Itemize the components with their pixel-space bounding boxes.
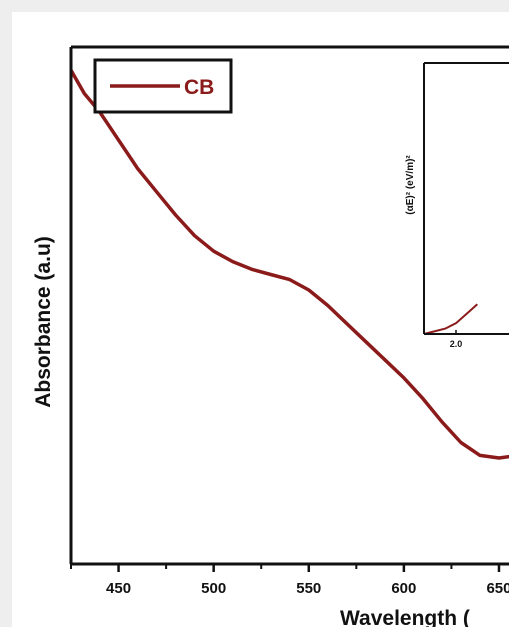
x-tick-label: 550 bbox=[296, 580, 321, 597]
inset-background bbox=[424, 63, 509, 338]
x-axis-label: Wavelength ( bbox=[340, 607, 470, 627]
y-axis-label: Absorbance (a.u) bbox=[32, 236, 55, 408]
inset-y-axis-label: (αE)² (eV/m)² bbox=[405, 155, 416, 215]
inset-series bbox=[423, 303, 478, 335]
series-line-cb bbox=[69, 69, 509, 460]
x-tick-label: 450 bbox=[106, 580, 131, 597]
inset-ticks: 2.0 bbox=[450, 330, 463, 349]
series-cb bbox=[69, 69, 509, 460]
x-tick-label: 600 bbox=[391, 580, 416, 597]
x-ticks: 450 500 550 600 650 bbox=[70, 564, 509, 597]
inset-x-tick-label: 2.0 bbox=[450, 339, 463, 349]
inset-chart: 2.0 (αE)² (eV/m)² bbox=[405, 62, 509, 349]
legend-label-cb: CB bbox=[184, 76, 214, 99]
legend: CB bbox=[93, 58, 233, 114]
x-tick-label: 650 bbox=[486, 580, 509, 597]
x-tick-label: 500 bbox=[201, 580, 226, 597]
inset-series-line bbox=[423, 303, 478, 335]
